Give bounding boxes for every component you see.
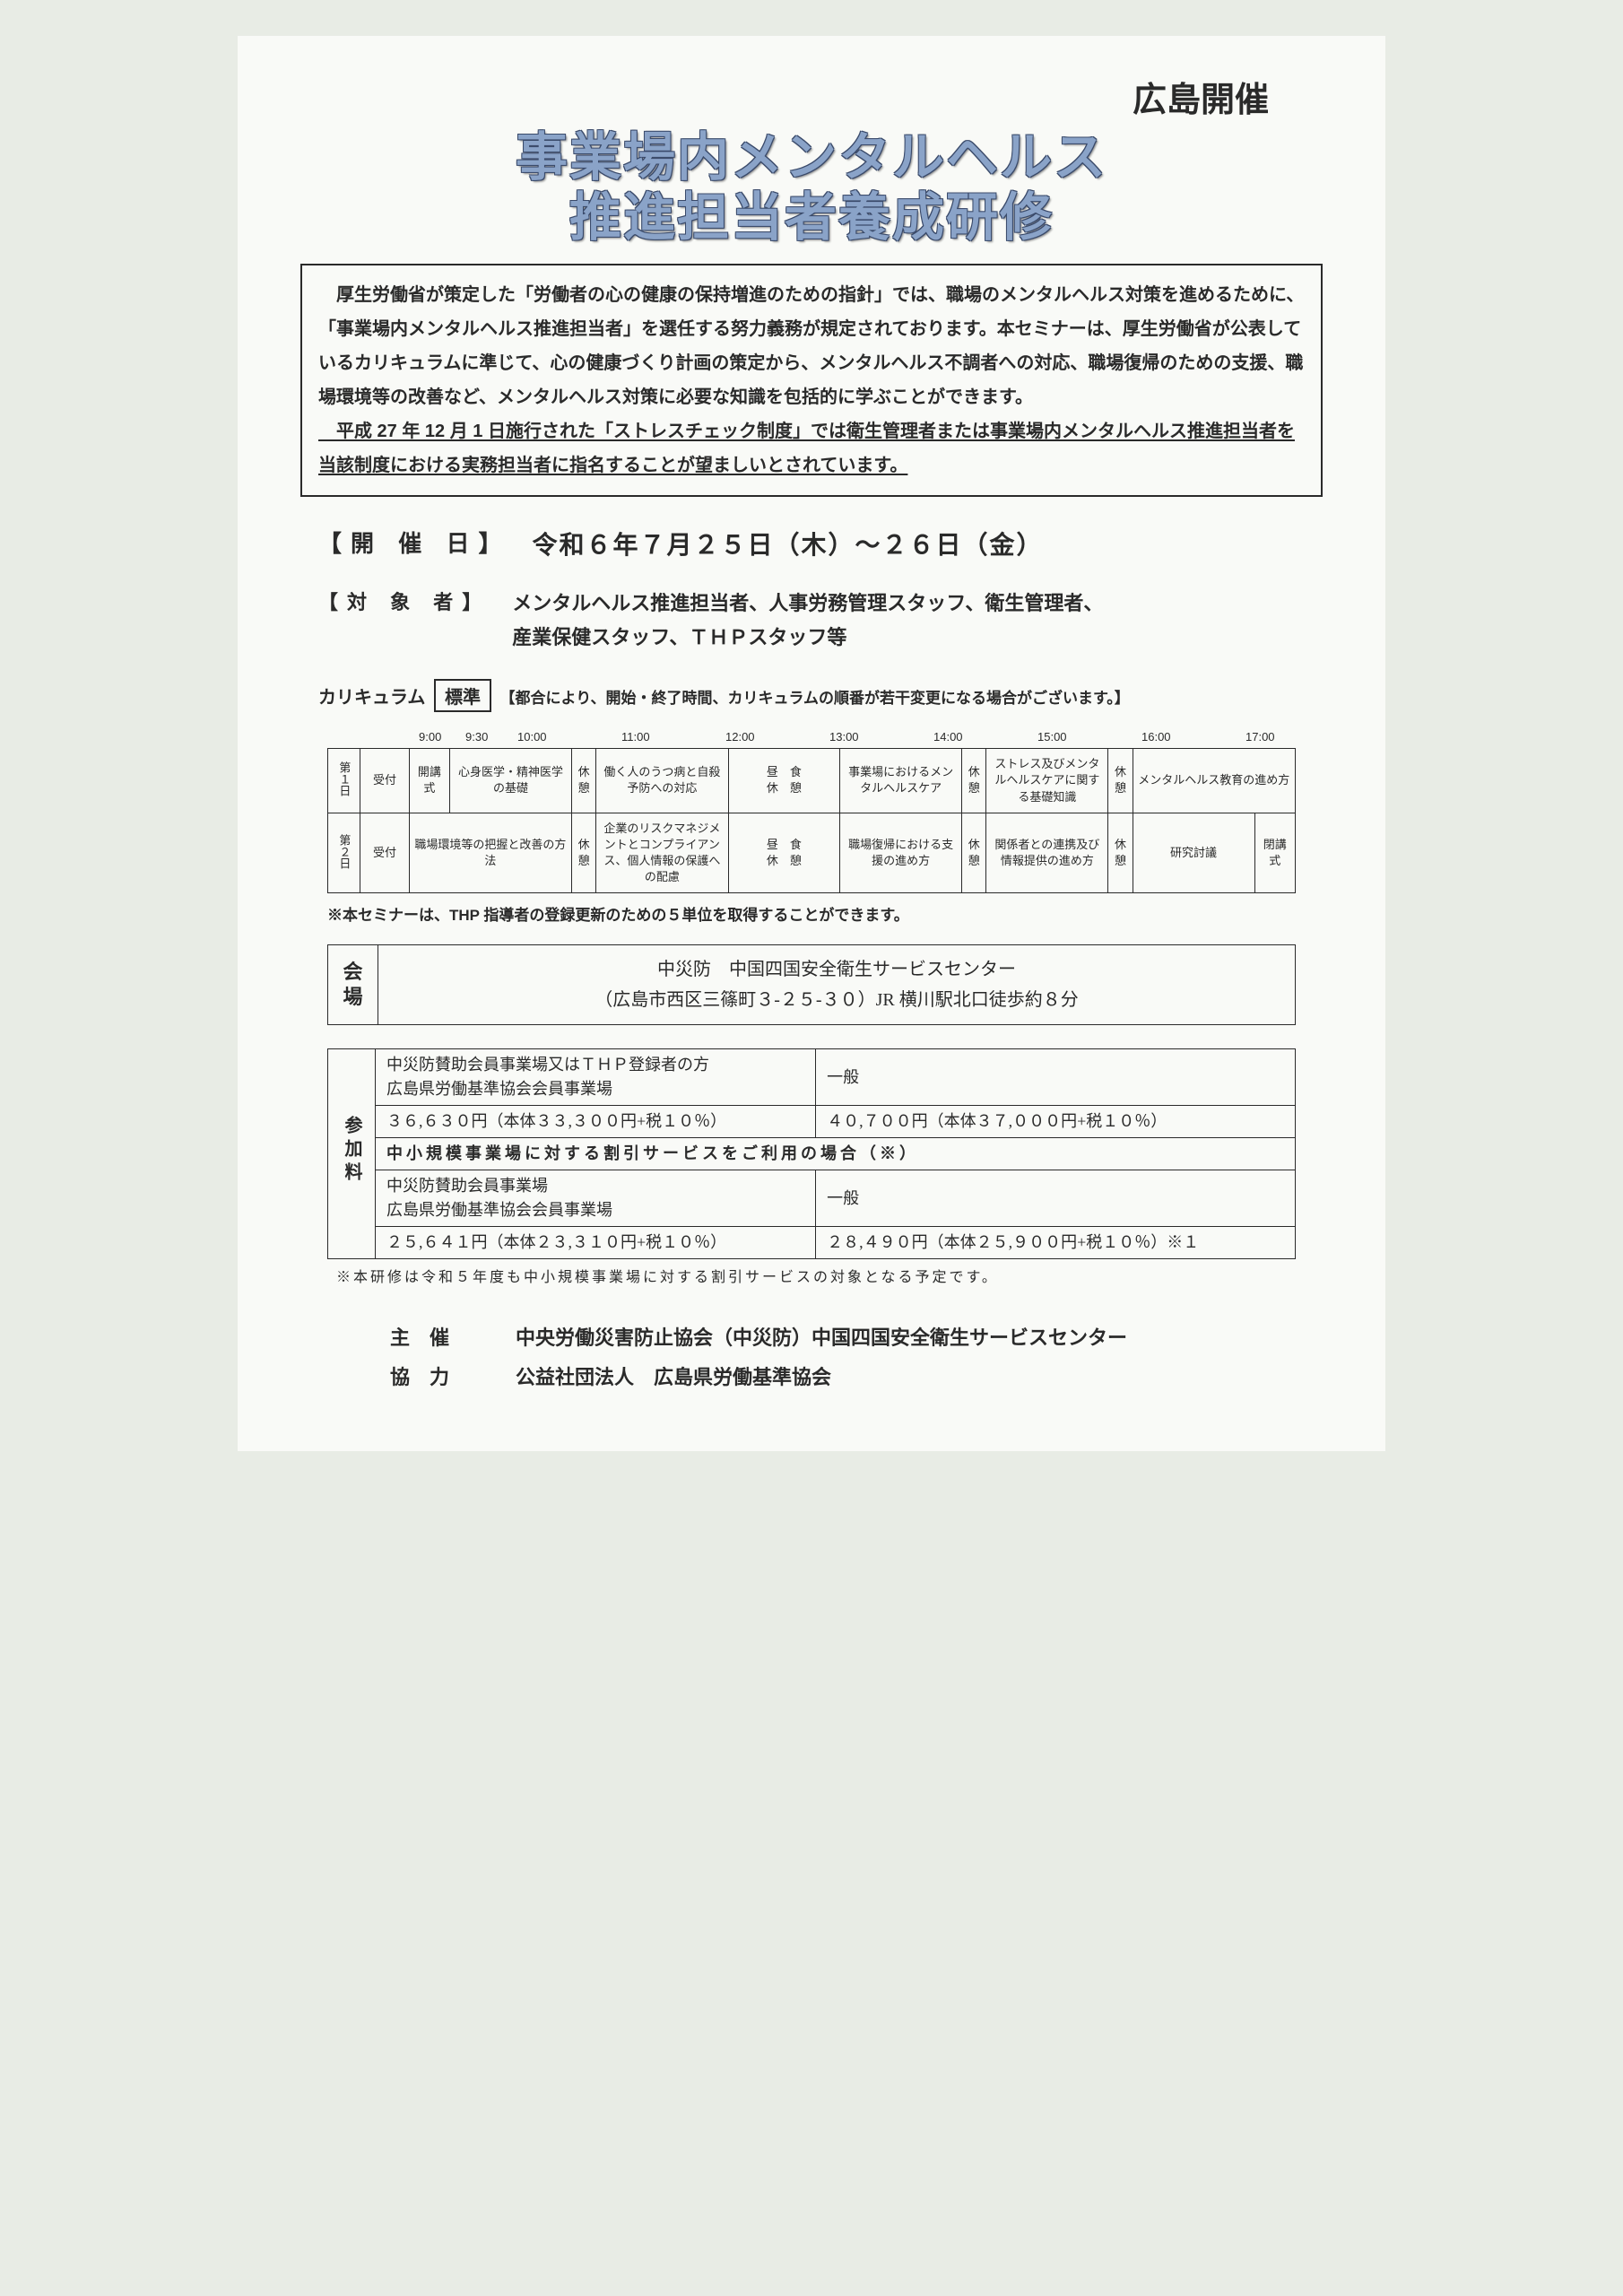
- fee-cat2b: 一般: [816, 1170, 1296, 1227]
- day2-cell: 閉講式: [1254, 813, 1295, 893]
- day1-cell: 休憩: [1108, 749, 1133, 813]
- day2-cell: 休憩: [962, 813, 986, 893]
- fee-price2b: ２８,４９０円（本体２５,９００円+税１０％）※１: [816, 1227, 1296, 1259]
- day2-cell: 関係者との連携及び情報提供の進め方: [986, 813, 1108, 893]
- document-page: 広島開催 事業場内メンタルヘルス 推進担当者養成研修 厚生労働省が策定した「労働…: [238, 36, 1385, 1451]
- target-value: メンタルヘルス推進担当者、人事労務管理スタッフ、衛生管理者、 産業保健スタッフ、…: [512, 587, 1103, 654]
- time-tick: 10:00: [516, 730, 568, 748]
- coop-value: 公益社団法人 広島県労働基準協会: [516, 1358, 831, 1397]
- date-value: 令和６年７月２５日（木）～２６日（金）: [532, 526, 1043, 561]
- date-row: 【開 催 日】 令和６年７月２５日（木）～２６日（金）: [318, 526, 1305, 561]
- day1-cell: 受付: [360, 749, 409, 813]
- schedule-table: 第１日 受付 開講式 心身医学・精神医学の基礎 休憩 働く人のうつ病と自殺予防へ…: [327, 748, 1296, 893]
- coop-row: 協力 公益社団法人 広島県労働基準協会: [390, 1358, 1233, 1397]
- time-tick: 14:00: [932, 730, 984, 748]
- schedule-footnote: ※本セミナーは、THP 指導者の登録更新のための５単位を取得することができます。: [327, 902, 1296, 925]
- target-row: 【対 象 者】 メンタルヘルス推進担当者、人事労務管理スタッフ、衛生管理者、 産…: [318, 587, 1305, 654]
- schedule-row-day2: 第２日 受付 職場環境等の把握と改善の方法 休憩 企業のリスクマネジメントとコン…: [328, 813, 1296, 893]
- time-tick: 17:00: [1244, 730, 1296, 748]
- day2-cell: 企業のリスクマネジメントとコンプライアンス、個人情報の保護への配慮: [596, 813, 728, 893]
- curriculum-label: カリキュラム: [318, 688, 425, 708]
- day2-cell: 受付: [360, 813, 409, 893]
- fee-note: ※本研修は令和５年度も中小規模事業場に対する割引サービスの対象となる予定です。: [336, 1265, 1287, 1286]
- venue-name: 中災防 中国四国安全衛生サービスセンター: [657, 960, 1016, 979]
- time-tick: 15:00: [1036, 730, 1088, 748]
- day1-cell: 休憩: [571, 749, 595, 813]
- day2-cell: 職場環境等の把握と改善の方法: [409, 813, 571, 893]
- fee-cat1a: 中災防賛助会員事業場又はＴＨＰ登録者の方 広島県労働基準協会会員事業場: [376, 1049, 816, 1106]
- day1-cell: 昼 食 休 憩: [728, 749, 840, 813]
- time-tick: 11:00: [620, 730, 672, 748]
- day1-cell: 事業場におけるメンタルヘルスケア: [840, 749, 962, 813]
- day2-cell: 職場復帰における支援の進め方: [840, 813, 962, 893]
- time-tick: 9:00: [417, 730, 464, 748]
- main-title: 事業場内メンタルヘルス 推進担当者養成研修: [300, 128, 1323, 248]
- title-line-1: 事業場内メンタルヘルス: [300, 128, 1323, 188]
- fee-cat2a: 中災防賛助会員事業場 広島県労働基準協会会員事業場: [376, 1170, 816, 1227]
- host-label: 主催: [390, 1318, 516, 1358]
- venue-table: 会場 中災防 中国四国安全衛生サービスセンター （広島市西区三篠町３-２５-３０…: [327, 944, 1296, 1025]
- target-label: 【対 象 者】: [318, 587, 490, 615]
- fee-price1b: ４０,７００円（本体３７,０００円+税１０％）: [816, 1106, 1296, 1138]
- fee-price1a: ３６,６３０円（本体３３,３００円+税１０％）: [376, 1106, 816, 1138]
- day1-cell: 働く人のうつ病と自殺予防への対応: [596, 749, 728, 813]
- day1-cell: 開講式: [409, 749, 449, 813]
- time-axis: 9:00 9:30 10:00 11:00 12:00 13:00 14:00 …: [327, 730, 1296, 748]
- schedule-row-day1: 第１日 受付 開講式 心身医学・精神医学の基礎 休憩 働く人のうつ病と自殺予防へ…: [328, 749, 1296, 813]
- description-paragraph-1: 厚生労働省が策定した「労働者の心の健康の保持増進のための指針」では、職場のメンタ…: [318, 278, 1305, 414]
- day1-cell: ストレス及びメンタルヘルスケアに関する基礎知識: [986, 749, 1108, 813]
- fee-price2a: ２５,６４１円（本体２３,３１０円+税１０％）: [376, 1227, 816, 1259]
- time-tick: 16:00: [1140, 730, 1192, 748]
- curriculum-header: カリキュラム 標準 【都合により、開始・終了時間、カリキュラムの順番が若干変更に…: [318, 679, 1305, 712]
- day1-cell: メンタルヘルス教育の進め方: [1133, 749, 1295, 813]
- host-value: 中央労働災害防止協会（中災防）中国四国安全衛生サービスセンター: [516, 1318, 1127, 1358]
- fee-table: 参加料 中災防賛助会員事業場又はＴＨＰ登録者の方 広島県労働基準協会会員事業場 …: [327, 1048, 1296, 1259]
- venue-label: 会場: [328, 945, 378, 1025]
- time-tick: 12:00: [724, 730, 776, 748]
- fee-label: 参加料: [328, 1049, 376, 1259]
- curriculum-note: 【都合により、開始・終了時間、カリキュラムの順番が若干変更になる場合がございます…: [500, 690, 1130, 707]
- day1-label: 第１日: [328, 749, 360, 813]
- title-line-2: 推進担当者養成研修: [300, 188, 1323, 248]
- organizer-block: 主催 中央労働災害防止協会（中災防）中国四国安全衛生サービスセンター 協力 公益…: [390, 1318, 1233, 1397]
- coop-label: 協力: [390, 1358, 516, 1397]
- schedule: 9:00 9:30 10:00 11:00 12:00 13:00 14:00 …: [327, 730, 1296, 893]
- description-box: 厚生労働省が策定した「労働者の心の健康の保持増進のための指針」では、職場のメンタ…: [300, 264, 1323, 497]
- time-tick: 13:00: [828, 730, 880, 748]
- venue-address: （広島市西区三篠町３-２５-３０）JR 横川駅北口徒歩約８分: [595, 990, 1078, 1010]
- fee-discount-head: 中小規模事業場に対する割引サービスをご利用の場合（※）: [376, 1138, 1296, 1170]
- day2-label: 第２日: [328, 813, 360, 893]
- venue-value: 中災防 中国四国安全衛生サービスセンター （広島市西区三篠町３-２５-３０）JR…: [378, 945, 1296, 1025]
- curriculum-boxed: 標準: [434, 679, 491, 712]
- day1-cell: 休憩: [962, 749, 986, 813]
- day2-cell: 休憩: [1108, 813, 1133, 893]
- description-paragraph-2: 平成 27 年 12 月 1 日施行された「ストレスチェック制度」では衛生管理者…: [318, 414, 1305, 483]
- day2-cell: 研究討議: [1133, 813, 1254, 893]
- day1-cell: 心身医学・精神医学の基礎: [449, 749, 571, 813]
- time-tick: 9:30: [464, 730, 516, 748]
- location-label: 広島開催: [300, 72, 1269, 121]
- day2-cell: 昼 食 休 憩: [728, 813, 840, 893]
- date-label: 【開 催 日】: [318, 526, 510, 559]
- host-row: 主催 中央労働災害防止協会（中災防）中国四国安全衛生サービスセンター: [390, 1318, 1233, 1358]
- day2-cell: 休憩: [571, 813, 595, 893]
- fee-cat1b: 一般: [816, 1049, 1296, 1106]
